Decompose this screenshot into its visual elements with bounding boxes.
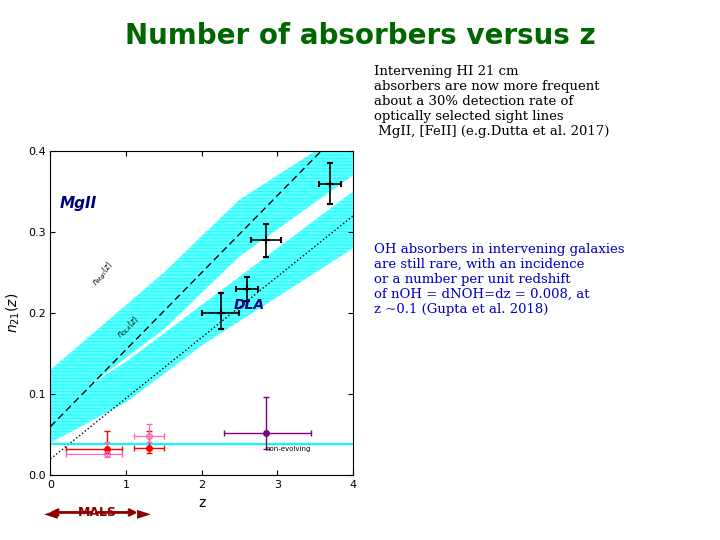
X-axis label: z: z (198, 496, 205, 510)
Text: OH absorbers in intervening galaxies
are still rare, with an incidence
or a numb: OH absorbers in intervening galaxies are… (374, 243, 625, 316)
Text: $n_{MgII}(z)$: $n_{MgII}(z)$ (90, 260, 117, 289)
Text: Intervening HI 21 cm
absorbers are now more frequent
about a 30% detection rate : Intervening HI 21 cm absorbers are now m… (374, 65, 610, 138)
Text: ◄: ◄ (43, 504, 58, 522)
Text: ►: ► (137, 504, 151, 522)
Text: DLA: DLA (233, 298, 264, 312)
Text: $n_{DLA}(z)$: $n_{DLA}(z)$ (114, 313, 143, 341)
Text: Number of absorbers versus z: Number of absorbers versus z (125, 22, 595, 50)
Text: non-evolving: non-evolving (266, 446, 311, 452)
Text: MALS: MALS (78, 507, 117, 519)
Y-axis label: $n_{21}(z)$: $n_{21}(z)$ (5, 293, 22, 333)
Text: MgII: MgII (60, 196, 96, 211)
